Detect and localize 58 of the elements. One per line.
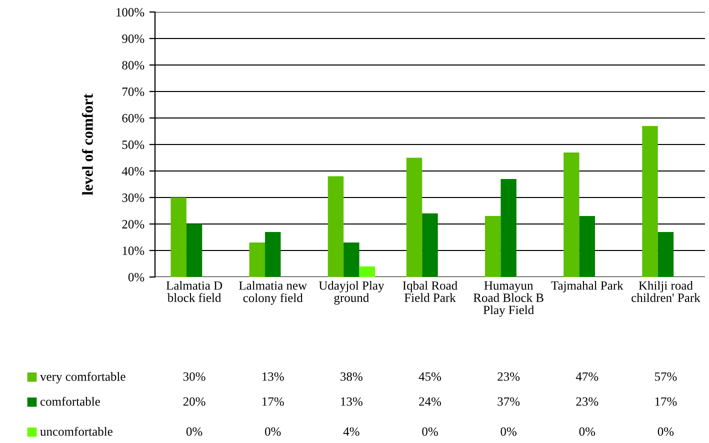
x-tick-label: Humayun Road Block B Play Field bbox=[474, 281, 544, 317]
data-label: 17% bbox=[655, 397, 677, 406]
bar bbox=[249, 242, 265, 277]
data-label: 37% bbox=[498, 397, 520, 406]
bar bbox=[579, 216, 595, 277]
bar bbox=[406, 158, 422, 277]
data-label: 38% bbox=[340, 372, 362, 381]
bar bbox=[344, 242, 360, 277]
data-label: 20% bbox=[183, 397, 206, 406]
x-tick-label: Lalmatia D block field bbox=[166, 280, 222, 302]
x-tick-label: Lalmatia new colony field bbox=[239, 280, 307, 305]
y-tick-label: 60% bbox=[122, 114, 144, 122]
y-tick-label: 20% bbox=[122, 220, 144, 228]
data-label: 0% bbox=[265, 427, 281, 436]
data-label: 23% bbox=[576, 397, 598, 406]
bar bbox=[658, 232, 674, 277]
data-label: 0% bbox=[658, 427, 674, 436]
data-label: 13% bbox=[262, 372, 284, 381]
y-tick-label: 70% bbox=[122, 88, 144, 96]
data-label: 45% bbox=[418, 372, 442, 381]
x-tick-label: Udayjol Play ground bbox=[318, 280, 384, 305]
data-label: 30% bbox=[183, 372, 206, 381]
data-label: 0% bbox=[500, 427, 516, 436]
bar bbox=[485, 216, 501, 277]
x-tick-label: Tajmahal Park bbox=[551, 280, 624, 292]
y-tick-label: 0% bbox=[128, 273, 144, 282]
bar bbox=[186, 224, 202, 277]
bar bbox=[170, 198, 186, 277]
data-label: 17% bbox=[262, 397, 284, 406]
y-axis-title: level of comfort bbox=[82, 94, 93, 196]
bar bbox=[265, 232, 281, 277]
legend-label: uncomfortable bbox=[40, 426, 112, 436]
bar bbox=[422, 213, 438, 277]
bar bbox=[642, 126, 658, 277]
y-tick-label: 100% bbox=[116, 8, 144, 16]
legend-label: comfortable bbox=[40, 396, 100, 406]
bar bbox=[564, 152, 580, 277]
y-tick-label: 80% bbox=[122, 61, 144, 70]
data-label: 47% bbox=[576, 372, 598, 381]
x-tick-label: Iqbal Road Field Park bbox=[402, 280, 458, 302]
bar bbox=[359, 266, 375, 277]
data-label: 23% bbox=[498, 372, 520, 381]
y-tick-label: 50% bbox=[122, 140, 144, 149]
data-label: 13% bbox=[341, 397, 362, 406]
data-label: 0% bbox=[422, 427, 438, 436]
data-label: 0% bbox=[579, 427, 596, 436]
bar bbox=[500, 178, 516, 277]
y-tick-label: 40% bbox=[122, 167, 144, 176]
data-label: 24% bbox=[419, 397, 442, 406]
x-tick-label: Khilji road children' Park bbox=[632, 280, 700, 302]
y-tick-label: 10% bbox=[122, 246, 144, 255]
y-tick-label: 90% bbox=[122, 34, 144, 43]
legend-label: very comfortable bbox=[40, 372, 126, 384]
y-tick-label: 30% bbox=[122, 194, 144, 202]
data-label: 0% bbox=[186, 427, 202, 436]
data-label: 4% bbox=[343, 427, 360, 436]
bar bbox=[328, 176, 344, 277]
data-label: 57% bbox=[654, 372, 677, 381]
